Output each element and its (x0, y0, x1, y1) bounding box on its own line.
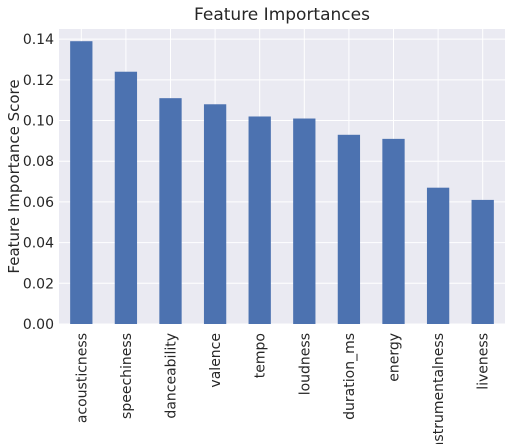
y-tick-label: 0.02 (23, 276, 54, 292)
y-tick-label: 0.04 (23, 236, 54, 252)
x-tick-label: energy (387, 333, 403, 382)
x-tick-label: liveness (476, 333, 492, 390)
bar-danceability (159, 98, 182, 324)
x-tick-label: acousticness (74, 333, 90, 423)
y-tick-labels: 0.00 0.02 0.04 0.06 0.08 0.10 0.12 0.14 (23, 32, 54, 333)
bar-speechiness (114, 71, 138, 324)
x-tick-label: danceability (164, 333, 180, 419)
x-tick-label: loudness (297, 333, 313, 395)
bar-tempo (248, 116, 271, 324)
x-tick-label: instrumentalness (431, 333, 447, 444)
bar-acousticness (70, 41, 93, 324)
x-tick-labels: acousticness speechiness danceability valen… (74, 333, 491, 444)
x-tick-label: tempo (253, 333, 269, 378)
bar-loudness (293, 118, 316, 324)
y-tick-label: 0.08 (23, 154, 54, 170)
bar-instrumentalness (426, 187, 450, 324)
x-tick-label: duration_ms (342, 333, 358, 420)
x-tick-label: speechiness (119, 333, 135, 419)
y-axis-label: Feature Importance Score (5, 79, 23, 273)
y-tick-label: 0.00 (23, 317, 54, 333)
bar-energy (382, 138, 405, 324)
y-tick-label: 0.14 (23, 32, 54, 48)
y-tick-label: 0.06 (23, 195, 54, 211)
bar-valence (203, 104, 227, 324)
y-tick-label: 0.12 (23, 73, 54, 89)
bar-duration_ms (337, 134, 361, 324)
x-tick-label: valence (208, 333, 224, 388)
y-tick-label: 0.10 (23, 114, 54, 130)
chart-title: Feature Importances (194, 5, 370, 25)
bars (70, 41, 494, 324)
bar-liveness (471, 199, 494, 324)
